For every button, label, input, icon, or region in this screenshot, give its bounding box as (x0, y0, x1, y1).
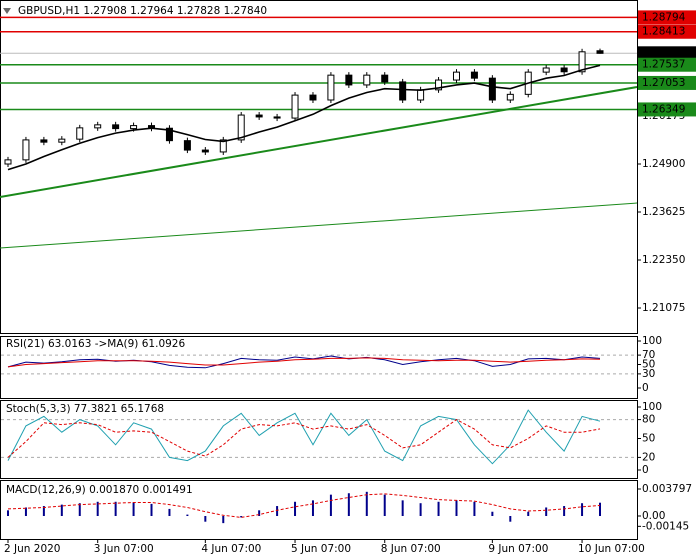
candle-body (345, 74, 353, 86)
level-label: 1.28413 (642, 26, 685, 38)
panel-frame (0, 0, 638, 334)
level-label: 1.27053 (642, 77, 685, 89)
panel-title: Stoch(5,3,3) 77.3821 65.1768 (6, 403, 164, 415)
candle-body (470, 71, 478, 79)
level-box (638, 46, 696, 61)
candle-body (255, 114, 263, 118)
y-tick-label: 50 (642, 359, 655, 371)
chart-title: GBPUSD,H1 1.27908 1.27964 1.27828 1.2784… (18, 5, 267, 17)
x-tick-label: 10 Jun 07:00 (578, 543, 645, 555)
level-label: 1.27537 (642, 59, 685, 71)
x-tick-label: 9 Jun 07:00 (488, 543, 548, 555)
candle-body (417, 89, 425, 101)
y-tick-label: 70 (642, 349, 655, 361)
x-tick-label: 3 Jun 07:00 (94, 543, 154, 555)
y-tick-label: 0.00 (642, 510, 665, 522)
candle-body (578, 51, 586, 73)
level-label: 1.28794 (642, 11, 686, 23)
series-line (7, 409, 601, 465)
level-box (638, 57, 696, 72)
level-label: 1.27840 (642, 47, 685, 59)
y-tick-label: 80 (642, 414, 655, 426)
candle-body (596, 50, 604, 54)
candle-body (22, 139, 30, 161)
trend-line (0, 86, 638, 198)
candle-body (273, 116, 281, 119)
level-box (638, 10, 696, 25)
level-label: 1.26349 (642, 103, 685, 115)
y-tick-label: 20 (642, 451, 655, 463)
candle-body (183, 140, 191, 151)
panel-frame (0, 400, 638, 479)
candle-body (309, 94, 317, 101)
panel-frame (0, 480, 638, 540)
candle-body (327, 74, 335, 101)
candle-body (363, 74, 371, 86)
y-tick-label: 1.22350 (642, 254, 685, 266)
candle-body (560, 67, 568, 73)
y-tick-label: 30 (642, 368, 655, 380)
panel-frame (0, 336, 638, 399)
candle-body (219, 139, 227, 153)
series-line (7, 64, 601, 171)
series-line (7, 357, 601, 368)
candle-body (40, 139, 48, 143)
y-tick-label: 100 (642, 335, 662, 347)
trend-line (0, 202, 638, 249)
candle-body (237, 114, 245, 141)
panel-title: MACD(12,26,9) 0.001870 0.001491 (6, 484, 193, 496)
candle-body (165, 127, 173, 142)
candle-body (542, 67, 550, 73)
y-tick-label: 0.003797 (642, 483, 692, 495)
y-tick-label: 1.23625 (642, 206, 685, 218)
y-tick-label: -0.00145 (642, 520, 689, 532)
y-tick-label: 0 (642, 464, 649, 476)
candle-body (112, 124, 120, 130)
x-tick-label: 8 Jun 07:00 (381, 543, 441, 555)
candle-body (399, 81, 407, 101)
y-tick-label: 50 (642, 433, 655, 445)
candle-body (452, 71, 460, 81)
x-tick-label: 5 Jun 07:00 (291, 543, 351, 555)
level-box (638, 24, 696, 39)
candle-body (76, 127, 84, 140)
candle-body (4, 159, 12, 165)
y-tick-label: 100 (642, 401, 662, 413)
x-tick-label: 2 Jun 2020 (4, 543, 60, 555)
candle-body (94, 124, 102, 129)
level-box (638, 75, 696, 90)
x-tick-label: 4 Jun 07:00 (201, 543, 261, 555)
candle-body (435, 79, 443, 91)
series-line (7, 493, 601, 518)
candle-body (58, 138, 66, 143)
candle-body (291, 94, 299, 119)
y-tick-label: 1.21075 (642, 302, 685, 314)
level-box (638, 102, 696, 117)
candle-body (201, 149, 209, 153)
candle-body (130, 125, 138, 130)
y-tick-label: 0 (642, 382, 649, 394)
candle-body (488, 77, 496, 101)
panel-title: RSI(21) 63.0163 ->MA(9) 61.0926 (6, 338, 185, 350)
candle-body (506, 93, 514, 101)
y-tick-label: 1.24900 (642, 158, 685, 170)
symbol-icon (3, 8, 11, 14)
candle-body (381, 74, 389, 83)
series-line (7, 419, 601, 458)
